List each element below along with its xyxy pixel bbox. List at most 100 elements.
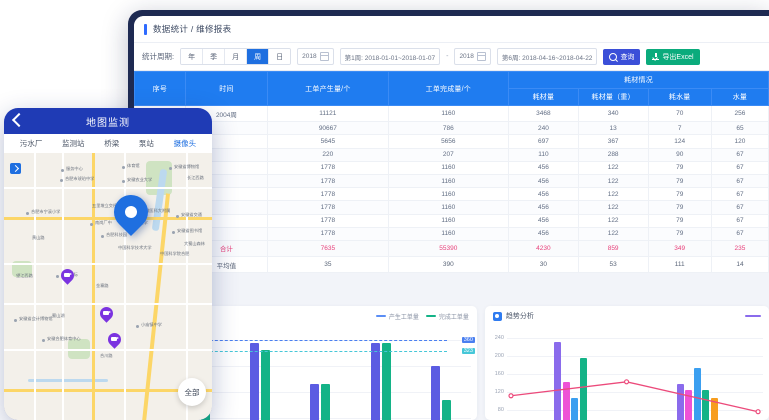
period-segmented-control[interactable]: 年 季 月 周 日 — [180, 48, 292, 65]
legend-item[interactable] — [745, 314, 761, 318]
dashboard-content: 数据统计 / 维修报表 统计周期: 年 季 月 周 日 2018 第1周: 20… — [134, 16, 769, 420]
table-row[interactable]: 9 1778 1160 456 122 79 67 — [134, 213, 769, 228]
cell: 11121 — [267, 104, 389, 123]
cell: 122 — [577, 173, 649, 189]
col-index[interactable]: 序号 — [134, 71, 186, 106]
location-pin-icon[interactable] — [106, 187, 156, 239]
col-water[interactable]: 水量 — [710, 88, 769, 106]
reference-label-323: 323 — [461, 348, 475, 354]
ytick: 240 — [494, 335, 504, 341]
cell: 456 — [508, 173, 579, 189]
legend-item-created[interactable]: 产生工单量 — [375, 312, 419, 321]
table-row[interactable]: 1 2004周 11121 1160 3468 340 70 256 — [134, 104, 769, 123]
cell: 90 — [647, 147, 712, 162]
cell: 67 — [710, 187, 769, 202]
cell: 122 — [577, 226, 649, 241]
cell: 859 — [577, 239, 649, 258]
col-finished[interactable]: 工单完成量/个 — [387, 71, 510, 106]
period-option-year[interactable]: 年 — [181, 49, 204, 64]
period-option-quarter[interactable]: 季 — [203, 49, 226, 64]
legend-item-finished[interactable]: 完成工单量 — [425, 312, 469, 321]
bar-group[interactable] — [250, 330, 271, 420]
cell: 7635 — [267, 239, 389, 258]
cell: 1778 — [267, 160, 389, 175]
cell: 1160 — [387, 104, 510, 123]
year-start-select[interactable]: 2018 — [297, 48, 334, 65]
tab-sewage-plant[interactable]: 污水厂 — [19, 139, 43, 148]
right-chart-title-wrap: 趋势分析 — [492, 311, 534, 321]
bar-group[interactable] — [676, 330, 718, 420]
period-label: 统计周期: — [142, 52, 175, 61]
cell: 79 — [647, 187, 712, 202]
download-icon — [652, 53, 660, 60]
chart-cards: 产生工单量 完成工单量 — [140, 306, 769, 420]
camera-pin-icon[interactable] — [58, 266, 77, 286]
ytick: 80 — [497, 407, 504, 413]
period-option-month[interactable]: 月 — [225, 49, 248, 64]
cell: 67 — [710, 213, 769, 228]
map-label: 小庙镇中学 — [141, 322, 162, 327]
reference-label-360: 360 — [461, 337, 475, 343]
week-end-select[interactable]: 第6周: 2018-04-16~2018-04-22 — [496, 48, 598, 65]
cell: 697 — [508, 134, 579, 149]
col-water-qty[interactable]: 耗水量 — [647, 88, 712, 106]
map-canvas[interactable]: 服务中心 体育馆 安徽省博物馆 合肥市琥珀中学 安徽农业大学 五里墩立交桥 长江… — [4, 153, 212, 420]
table-row[interactable]: 4 220 207 110 288 90 67 — [134, 147, 769, 162]
map-expand-button[interactable] — [10, 163, 21, 174]
breadcrumb-text: 数据统计 / 维修报表 — [153, 24, 232, 34]
period-option-day[interactable]: 日 — [269, 49, 291, 64]
table-head: 序号 时间 工单产生量/个 工单完成量/个 耗材情况 耗材量 耗材量（重） 耗水… — [134, 71, 769, 106]
calendar-icon — [476, 52, 486, 61]
bar-group[interactable] — [430, 330, 451, 420]
camera-pin-icon[interactable] — [105, 330, 124, 350]
camera-pin-icon[interactable] — [97, 304, 116, 324]
table-row[interactable]: 7 1778 1160 456 122 79 67 — [134, 187, 769, 202]
search-button[interactable]: 查询 — [603, 48, 641, 65]
bar-group[interactable] — [310, 330, 331, 420]
cell: 67 — [710, 173, 769, 189]
cell: 13 — [577, 121, 649, 136]
col-time[interactable]: 时间 — [184, 71, 269, 106]
cell: 786 — [387, 121, 510, 136]
col-material-weight[interactable]: 耗材量（重） — [577, 88, 649, 106]
col-material-qty[interactable]: 耗材量 — [508, 88, 579, 106]
trend-chart-card: 趋势分析 240 200 160 120 — [484, 306, 769, 420]
bar-group[interactable] — [554, 330, 587, 420]
tab-monitor-station[interactable]: 监测站 — [62, 139, 85, 148]
cell: 5656 — [387, 134, 510, 149]
map-label: 蜀山湖 — [52, 313, 65, 318]
table-row[interactable]: 6 1778 1160 456 122 79 67 — [134, 173, 769, 189]
tab-pump-station[interactable]: 泵站 — [138, 139, 154, 148]
report-table-wrapper[interactable]: 序号 时间 工单产生量/个 工单完成量/个 耗材情况 耗材量 耗材量（重） 耗水… — [134, 71, 769, 274]
report-table: 序号 时间 工单产生量/个 工单完成量/个 耗材情况 耗材量 耗材量（重） 耗水… — [134, 71, 769, 274]
cell: 1160 — [387, 200, 510, 215]
cell: 456 — [508, 226, 579, 241]
year-end-select[interactable]: 2018 — [454, 48, 491, 65]
cell: 65 — [710, 121, 769, 136]
cell: 79 — [647, 213, 712, 228]
cell: 1778 — [267, 213, 389, 228]
table-row[interactable]: 3 5645 5656 697 367 124 120 — [134, 134, 769, 149]
cell: 70 — [647, 104, 712, 123]
map-label: 长江西路 — [187, 175, 204, 180]
table-row[interactable]: 8 1778 1160 456 122 79 67 — [134, 200, 769, 215]
week-end-value: 第6周: 2018-04-16~2018-04-22 — [501, 54, 593, 62]
tab-camera[interactable]: 摄像头 — [173, 139, 197, 148]
cell: 110 — [508, 147, 579, 162]
tab-bridge[interactable]: 桥梁 — [104, 139, 120, 148]
all-filter-button[interactable]: 全部 — [178, 378, 206, 406]
trend-line-overlay — [508, 379, 761, 415]
export-excel-button[interactable]: 导出Excel — [646, 48, 700, 65]
ytick: 200 — [494, 353, 504, 359]
table-row[interactable]: 2 90667 786 240 13 7 65 — [134, 121, 769, 136]
period-option-week[interactable]: 周 — [247, 49, 270, 64]
calendar-icon — [319, 52, 329, 61]
table-row[interactable]: 10 1778 1160 456 122 79 67 — [134, 226, 769, 241]
bar-group[interactable] — [370, 330, 391, 420]
week-start-select[interactable]: 第1周: 2018-01-01~2018-01-07 — [339, 48, 441, 65]
col-created[interactable]: 工单产生量/个 — [267, 71, 389, 106]
col-group-consumables: 耗材情况 — [508, 71, 769, 89]
left-chart-header: 产生工单量 完成工单量 — [146, 306, 477, 326]
table-row[interactable]: 5 1778 1160 456 122 79 67 — [134, 160, 769, 175]
legend-swatch — [425, 314, 436, 318]
